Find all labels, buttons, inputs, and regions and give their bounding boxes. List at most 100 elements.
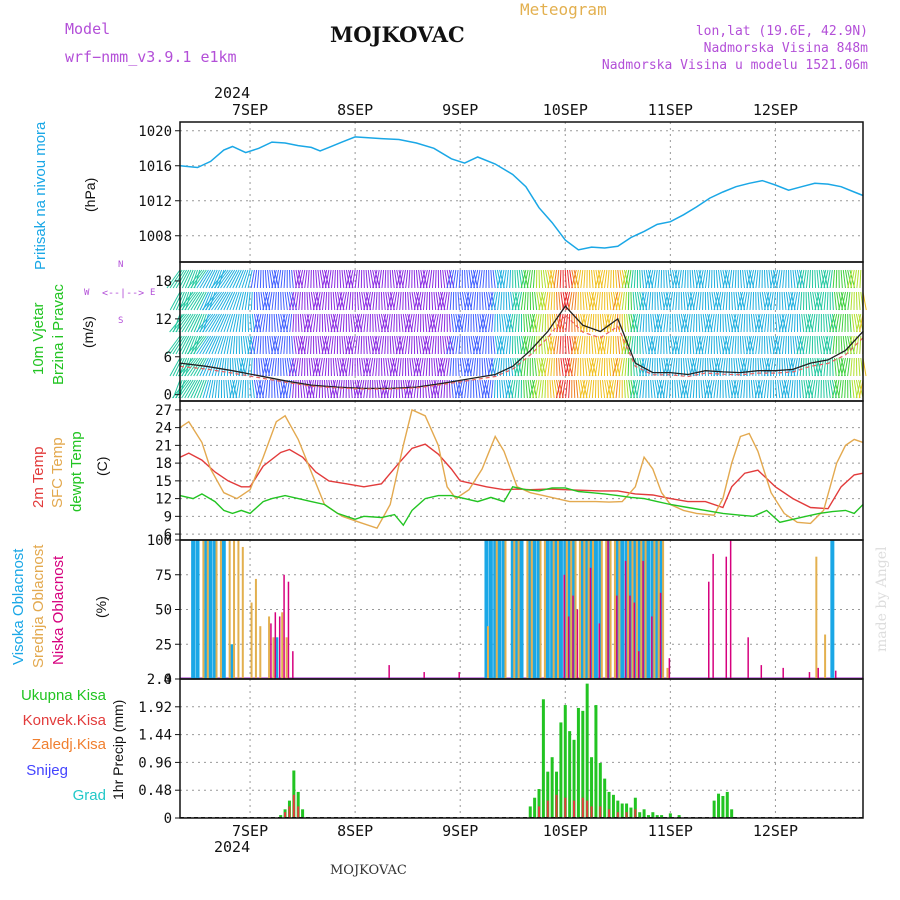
wind-barb xyxy=(187,291,201,311)
wind-barb xyxy=(205,291,220,311)
wind-barb xyxy=(695,269,702,289)
wind-barb xyxy=(256,291,258,311)
wind-barb xyxy=(232,291,240,311)
wind-barb xyxy=(722,291,726,311)
wind-barb xyxy=(487,379,492,399)
cloud-bar xyxy=(557,540,560,679)
wind-barb xyxy=(321,357,325,377)
wind-barb xyxy=(393,379,396,399)
wind-barb xyxy=(336,313,341,333)
legend-grad: Grad xyxy=(72,787,106,804)
wind-barb xyxy=(400,313,404,333)
wind-barb xyxy=(840,269,843,289)
wind-barb xyxy=(841,291,846,311)
wind-barb xyxy=(273,379,276,399)
wind-barb xyxy=(612,291,619,311)
wind-barb xyxy=(549,379,552,399)
wind-barb xyxy=(481,379,487,399)
wind-barb xyxy=(395,269,402,289)
wind-barb xyxy=(449,291,452,311)
wind-barb xyxy=(542,269,547,289)
wind-barb xyxy=(734,335,737,355)
wind-barb xyxy=(829,335,833,355)
wind-barb xyxy=(214,269,229,289)
wind-barb xyxy=(386,291,393,311)
wind-barb xyxy=(327,335,332,355)
wind-barb xyxy=(289,313,293,333)
wind-barb xyxy=(623,379,626,399)
cloud-bar xyxy=(423,672,425,679)
wind-barb xyxy=(413,379,417,399)
wind-barb xyxy=(454,379,461,399)
wind-barb xyxy=(262,357,269,377)
wind-barb xyxy=(487,357,494,377)
wind-barb xyxy=(411,335,413,355)
wind-barb xyxy=(783,357,787,377)
wind-barb xyxy=(597,335,603,355)
wind-barb xyxy=(606,379,612,399)
wind-barb xyxy=(357,335,361,355)
wind-barb xyxy=(811,313,816,333)
cloud-bar xyxy=(515,540,520,679)
wind-barb xyxy=(591,357,597,377)
precip-bar xyxy=(620,803,624,818)
cloud-bar xyxy=(583,540,586,679)
wind-barb xyxy=(550,269,555,289)
wind-barb xyxy=(808,379,814,399)
model-label: Model xyxy=(65,20,111,38)
wind-barb xyxy=(511,379,516,399)
cloud-bar xyxy=(589,567,592,679)
wind-barb xyxy=(187,313,198,333)
wind-barb xyxy=(431,291,434,311)
wind-barb xyxy=(327,357,330,377)
wind-barb xyxy=(564,357,571,377)
wind-barb xyxy=(226,357,229,377)
wind-barb xyxy=(710,313,715,333)
wind-barb xyxy=(778,313,785,333)
wind-barb xyxy=(734,379,739,399)
cloud-bar xyxy=(510,540,515,679)
wind-barb xyxy=(692,379,695,399)
wind-barb xyxy=(726,379,730,399)
wind-barb xyxy=(636,313,641,333)
wind-barb xyxy=(395,335,402,355)
wind-barb xyxy=(369,357,374,377)
wind-barb xyxy=(351,335,356,355)
wind-barb xyxy=(323,313,327,333)
wind-barb xyxy=(242,335,247,355)
wind-barb xyxy=(853,357,855,377)
wind-barb xyxy=(716,357,722,377)
wind-barb xyxy=(409,291,413,311)
wind-barb xyxy=(835,379,840,399)
wind-barb xyxy=(825,313,828,333)
wind-barb xyxy=(790,313,794,333)
cloud-bar xyxy=(278,616,281,679)
wind-barb xyxy=(485,269,487,289)
wind-barb xyxy=(351,269,356,289)
wind-barb xyxy=(573,335,579,355)
cloud-bar xyxy=(642,540,647,679)
wind-barb xyxy=(193,379,203,399)
wind-barb xyxy=(298,269,304,289)
wind-barb xyxy=(367,269,372,289)
wind-barb xyxy=(389,335,392,355)
cloud-bar xyxy=(712,553,714,679)
wind-barb xyxy=(840,335,843,355)
wind-barb xyxy=(202,269,214,289)
cloud-bar xyxy=(620,540,625,679)
wind-barb xyxy=(716,313,720,333)
wind-barb xyxy=(342,291,347,311)
wind-barb xyxy=(749,357,752,377)
wind-barb xyxy=(805,313,811,333)
wind-barb xyxy=(326,313,330,333)
wind-barb xyxy=(574,269,579,289)
wind-barb xyxy=(366,313,369,333)
wind-barb xyxy=(476,269,481,289)
precip-bar xyxy=(292,770,296,818)
cloud-bar xyxy=(283,574,285,679)
wind-barb xyxy=(502,357,505,377)
wind-barb xyxy=(855,291,858,311)
precip-bar xyxy=(297,806,300,818)
cloud-tick-label: 25 xyxy=(155,637,172,653)
wind-barb xyxy=(181,313,194,333)
